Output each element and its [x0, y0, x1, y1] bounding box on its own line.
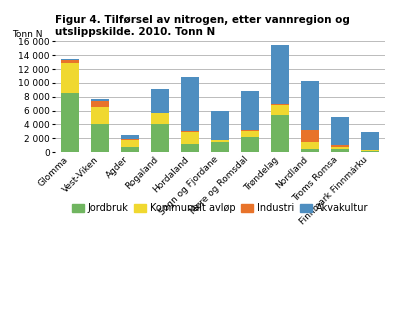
Bar [301, 149, 319, 152]
Bar [61, 60, 79, 64]
Bar [181, 131, 199, 132]
Bar [121, 135, 139, 139]
Bar [121, 147, 139, 152]
Bar [121, 139, 139, 140]
Legend: Jordbruk, Kommunalt avløp, Industri, Akvakultur: Jordbruk, Kommunalt avløp, Industri, Akv… [68, 199, 372, 217]
Bar [211, 140, 229, 142]
Bar [361, 150, 379, 151]
Bar [91, 99, 109, 101]
Bar [331, 118, 349, 145]
Bar [271, 46, 289, 104]
Bar [151, 89, 169, 113]
Bar [331, 145, 349, 147]
Bar [241, 137, 259, 152]
Bar [301, 130, 319, 142]
Bar [271, 104, 289, 105]
Bar [301, 142, 319, 149]
Bar [91, 101, 109, 107]
Bar [211, 142, 229, 152]
Bar [181, 132, 199, 144]
Bar [271, 105, 289, 115]
Text: Figur 4. Tilførsel av nitrogen, etter vannregion og utslippskilde. 2010. Tonn N: Figur 4. Tilførsel av nitrogen, etter va… [55, 15, 350, 36]
Bar [241, 130, 259, 137]
Bar [151, 124, 169, 152]
Bar [181, 77, 199, 131]
Bar [91, 107, 109, 124]
Bar [91, 124, 109, 152]
Bar [331, 147, 349, 149]
Bar [301, 81, 319, 130]
Bar [211, 111, 229, 140]
Text: Tonn N: Tonn N [12, 30, 43, 39]
Bar [121, 140, 139, 147]
Bar [61, 64, 79, 93]
Bar [361, 151, 379, 152]
Bar [331, 149, 349, 152]
Bar [361, 132, 379, 150]
Bar [61, 59, 79, 60]
Bar [181, 144, 199, 152]
Bar [271, 115, 289, 152]
Bar [151, 113, 169, 124]
Bar [61, 93, 79, 152]
Bar [241, 91, 259, 130]
